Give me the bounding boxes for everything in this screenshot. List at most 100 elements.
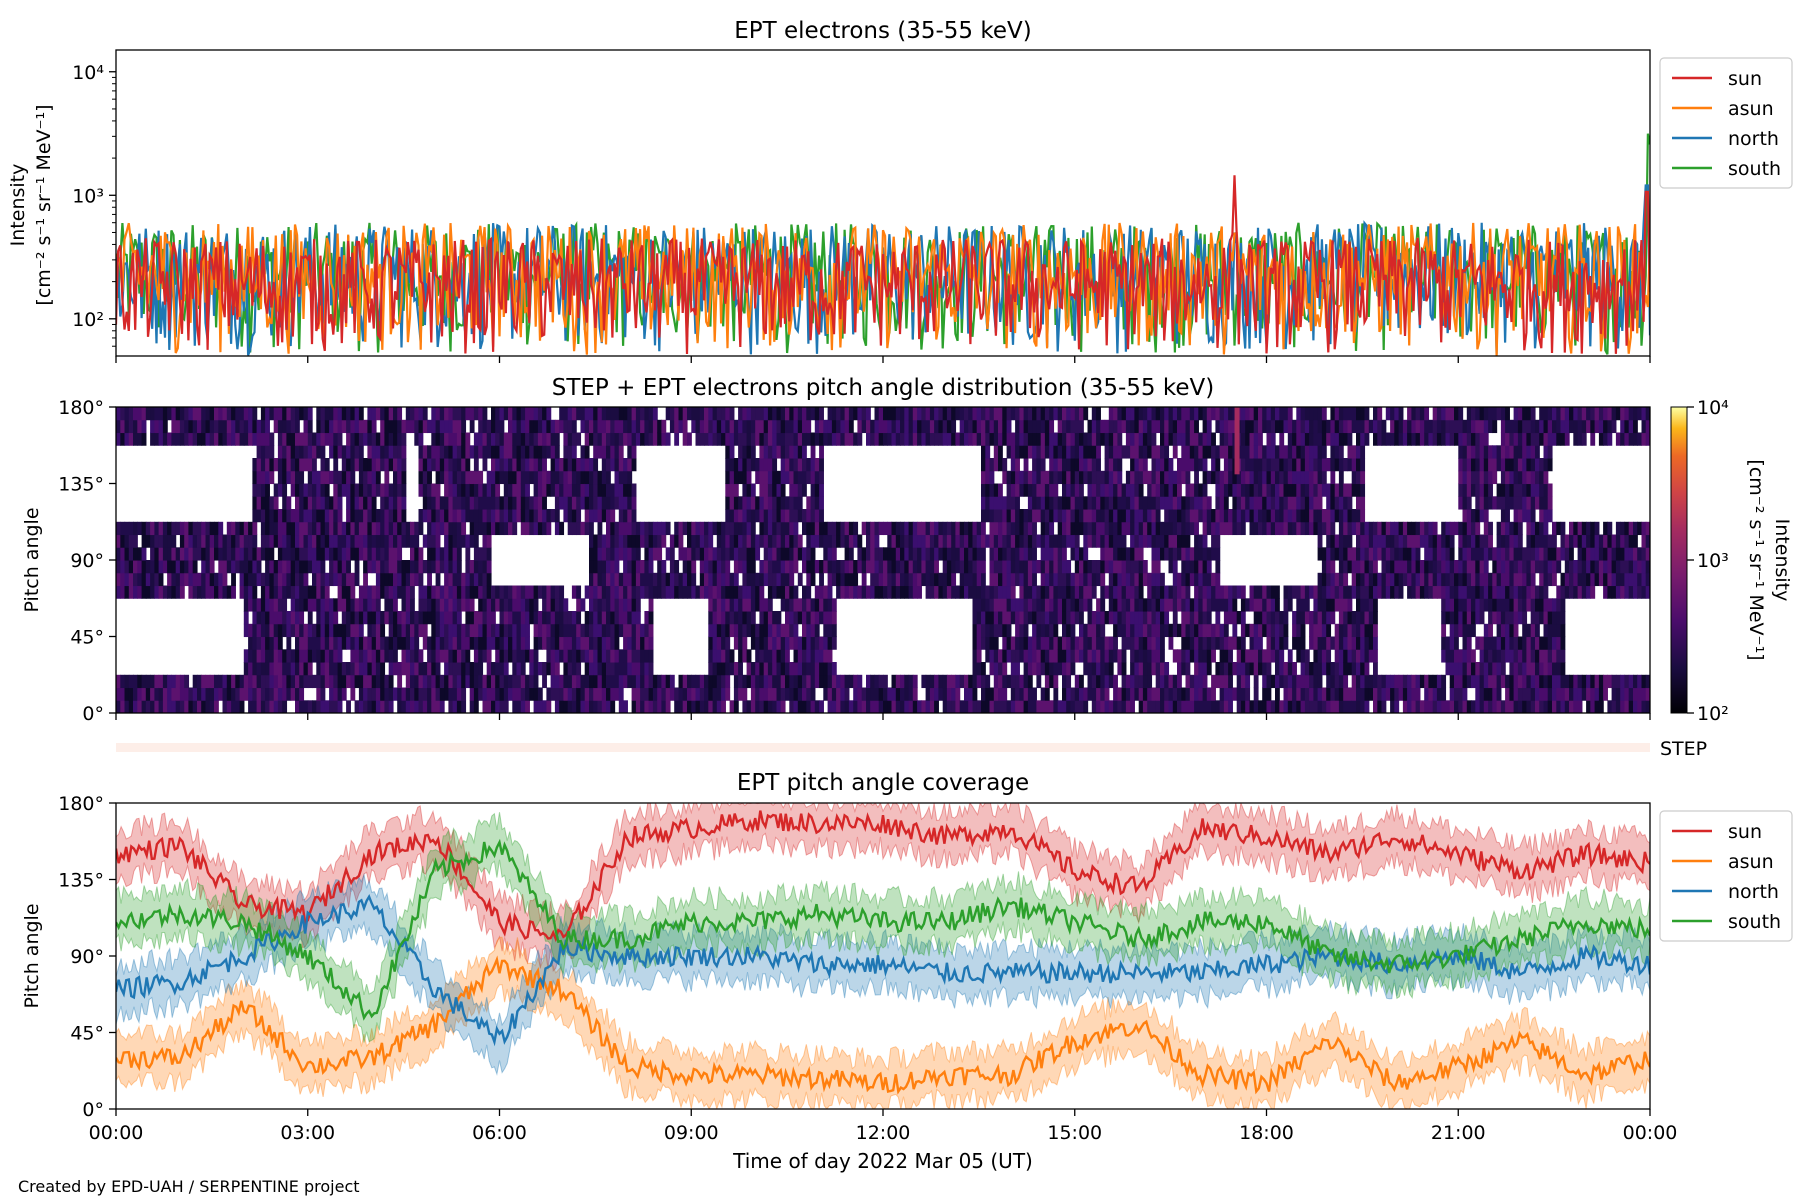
heatmap-cell	[559, 483, 565, 497]
heatmap-cell	[550, 470, 556, 485]
heatmap-cell	[337, 687, 343, 701]
heatmap-cell	[1142, 700, 1148, 713]
heatmap-cell	[184, 521, 190, 536]
heatmap-cell	[542, 407, 547, 421]
heatmap-cell	[1138, 521, 1144, 536]
heatmap-cell	[1151, 649, 1157, 663]
heatmap-cell	[844, 560, 850, 574]
heatmap-cell	[1253, 483, 1259, 497]
heatmap-cell	[1040, 572, 1046, 587]
heatmap-cell	[363, 687, 368, 701]
heatmap-cell	[128, 674, 134, 689]
heatmap-cell	[1130, 419, 1135, 434]
heatmap-cell	[887, 547, 893, 561]
heatmap-cell	[324, 419, 330, 434]
heatmap-cell	[904, 407, 910, 421]
heatmap-cell	[239, 521, 245, 536]
heatmap-cell	[431, 611, 437, 625]
heatmap-cell	[921, 521, 927, 536]
heatmap-cell	[1164, 521, 1170, 536]
heatmap-cell	[699, 572, 705, 587]
heatmap-cell	[925, 687, 931, 701]
heatmap-cell	[687, 585, 692, 599]
heatmap-cell	[1270, 432, 1276, 446]
heatmap-cell	[955, 687, 961, 701]
heatmap-cell	[273, 496, 279, 510]
heatmap-cell	[469, 687, 475, 701]
heatmap-cell	[316, 662, 322, 676]
heatmap-cell	[1189, 419, 1195, 434]
heatmap-cell	[606, 407, 611, 421]
heatmap-cell	[1198, 662, 1204, 676]
heatmap-cell	[571, 585, 577, 599]
heatmap-cell	[329, 687, 334, 701]
heatmap-cell	[128, 419, 134, 434]
heatmap-cell	[951, 534, 957, 548]
heatmap-cell	[627, 623, 633, 638]
heatmap-cell	[431, 649, 437, 663]
heatmap-cell	[542, 470, 547, 485]
heatmap-cell	[951, 585, 957, 599]
heatmap-cell	[1104, 636, 1110, 650]
heatmap-cell	[354, 547, 360, 561]
heatmap-cell	[286, 649, 292, 663]
heatmap-cell	[716, 572, 722, 587]
heatmap-cell	[1228, 687, 1233, 701]
heatmap-cell	[316, 560, 322, 574]
heatmap-cell	[554, 700, 560, 713]
heatmap-cell	[218, 419, 224, 434]
heatmap-cell	[491, 407, 496, 421]
heatmap-cell	[614, 458, 620, 472]
heatmap-cell	[763, 470, 769, 485]
heatmap-cell	[785, 662, 790, 676]
heatmap-cell	[1079, 419, 1084, 434]
heatmap-cell	[1236, 611, 1242, 625]
heatmap-cell	[738, 470, 743, 485]
heatmap-cell	[1266, 483, 1272, 497]
heatmap-cell	[1168, 598, 1174, 612]
heatmap-cell	[1108, 572, 1114, 587]
heatmap-cell	[520, 496, 526, 510]
heatmap-cell	[486, 687, 492, 701]
heatmap-cell	[1185, 611, 1191, 625]
heatmap-cell	[1194, 623, 1199, 638]
heatmap-cell	[1142, 687, 1148, 701]
heatmap-cell	[571, 687, 577, 701]
heatmap-cell	[1160, 611, 1165, 625]
heatmap-cell	[640, 649, 645, 663]
heatmap-cell	[414, 674, 420, 689]
heatmap-cell	[848, 585, 854, 599]
heatmap-cell	[1262, 521, 1268, 536]
heatmap-cell	[1032, 407, 1037, 421]
heatmap-cell	[1125, 598, 1131, 612]
heatmap-cell	[320, 407, 326, 421]
heatmap-cell	[597, 445, 603, 459]
heatmap-cell	[763, 649, 769, 663]
heatmap-cell	[435, 534, 441, 548]
heatmap-cell	[733, 547, 739, 561]
heatmap-cell	[542, 700, 547, 713]
heatmap-cell	[623, 521, 628, 536]
heatmap-cell	[942, 560, 948, 574]
heatmap-cell	[1079, 598, 1084, 612]
heatmap-cell	[755, 432, 761, 446]
heatmap-cell	[861, 700, 867, 713]
heatmap-cell	[1091, 585, 1097, 599]
heatmap-cell	[567, 636, 573, 650]
heatmap-cell	[154, 674, 160, 689]
heatmap-cell	[652, 572, 658, 587]
heatmap-cell	[363, 636, 368, 650]
heatmap-cell	[231, 419, 236, 434]
heatmap-cell	[371, 611, 377, 625]
heatmap-cell	[699, 419, 705, 434]
heatmap-cell	[584, 419, 590, 434]
heatmap-cell	[252, 483, 258, 497]
heatmap-cell	[1015, 470, 1020, 485]
heatmap-cell	[610, 560, 616, 574]
heatmap-cell	[388, 674, 394, 689]
heatmap-cell	[912, 547, 918, 561]
heatmap-cell	[307, 496, 313, 510]
heatmap-cell	[435, 419, 441, 434]
heatmap-cell	[197, 674, 202, 689]
heatmap-cell	[380, 547, 386, 561]
